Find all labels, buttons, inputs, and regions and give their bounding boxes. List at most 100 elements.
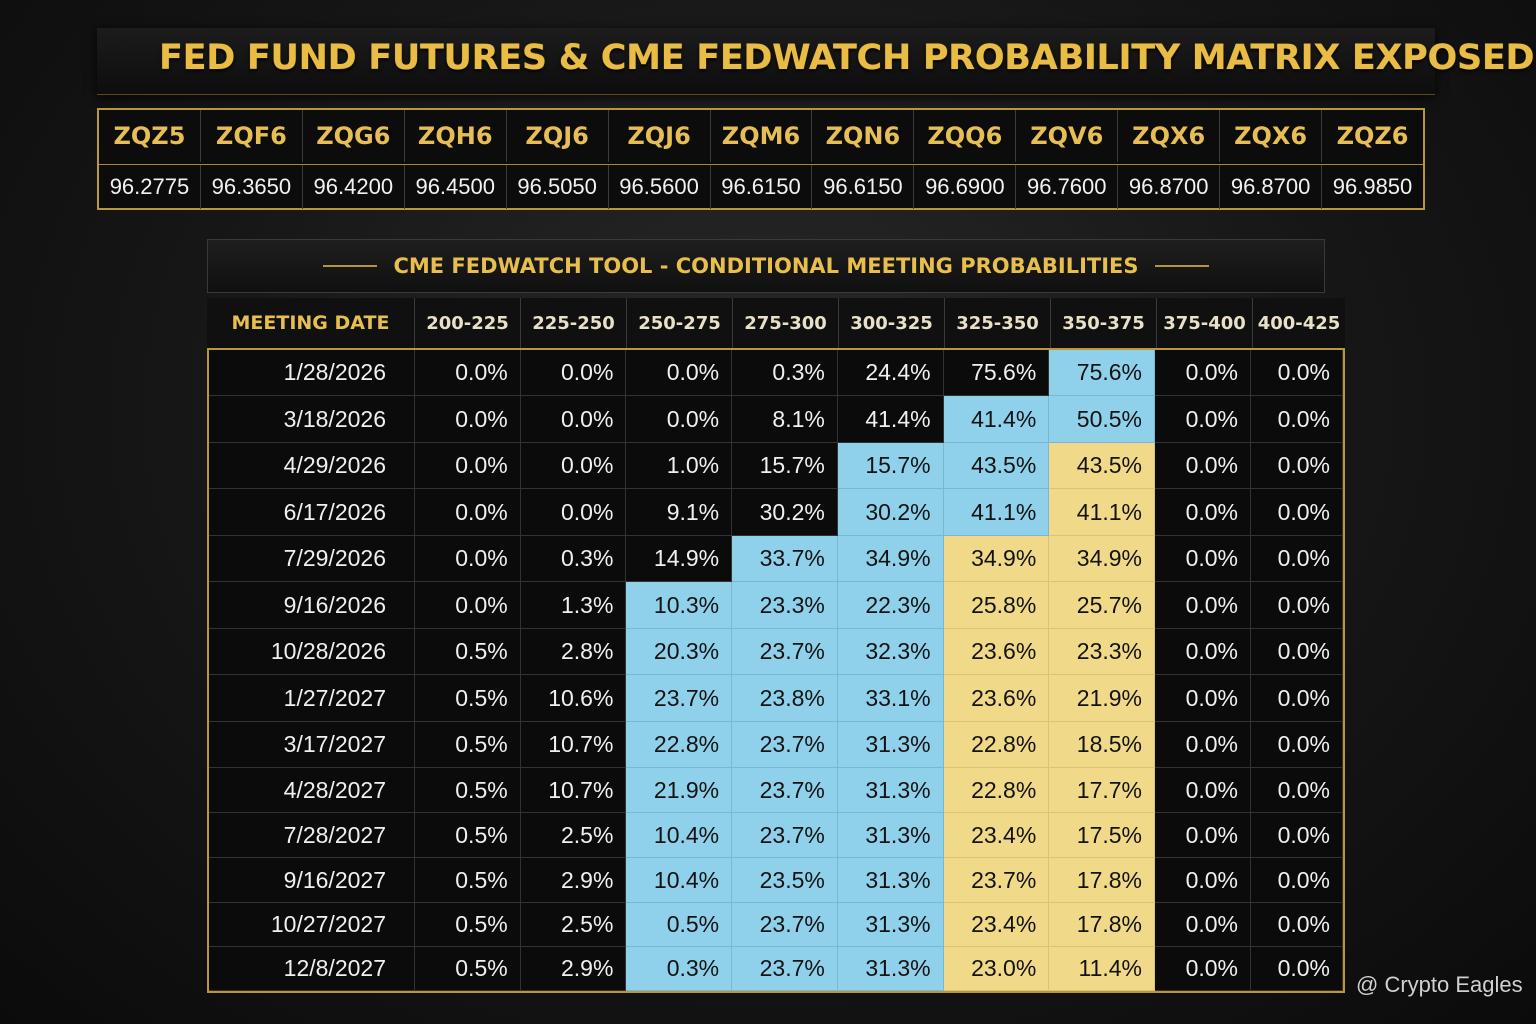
probability-cell: 10.3% [626,582,733,629]
probability-cell: 23.5% [732,858,838,903]
probability-cell: 0.0% [1155,489,1251,536]
meeting-date-cell: 9/16/2026 [209,582,415,629]
probability-cell: 31.3% [837,947,944,991]
meeting-date-cell: 12/8/2027 [209,947,415,991]
probability-cell: 31.3% [837,768,944,813]
futures-contract-label: ZQN6 [812,110,915,162]
probability-cell: 17.8% [1049,903,1155,947]
probability-cell: 0.0% [1251,629,1343,675]
probability-cell: 0.0% [520,489,627,536]
futures-price-value: 96.8700 [1118,165,1221,209]
probability-cell: 0.0% [1251,350,1343,396]
probability-cell: 23.8% [732,675,838,722]
probability-cell: 15.7% [837,443,944,489]
probability-cell: 22.8% [626,722,733,768]
probability-cell: 75.6% [943,350,1050,396]
probability-cell: 34.9% [1049,536,1155,582]
probability-cell: 21.9% [626,768,733,813]
probability-cell: 0.3% [626,947,733,991]
probability-cell: 0.5% [415,858,521,903]
probability-cell: 0.0% [1251,903,1343,947]
probability-cell: 0.5% [415,768,521,813]
probability-cell: 0.0% [1155,903,1251,947]
probability-cell: 0.0% [520,396,627,443]
futures-price-value: 96.5050 [507,165,609,209]
futures-contract-label: ZQZ6 [1336,122,1409,150]
rate-range-header: 350-375 [1051,298,1157,348]
probability-cell: 0.0% [520,350,627,396]
probability-cell: 20.3% [626,629,733,675]
rate-range-header: 225-250 [521,298,627,348]
futures-contract-label: ZQH6 [405,110,507,162]
futures-price-value: 96.3650 [201,165,303,209]
probability-cell: 23.7% [626,675,733,722]
meeting-date-cell: 10/28/2026 [209,629,415,675]
probability-cell: 0.0% [1251,489,1343,536]
probability-cell: 23.6% [943,629,1050,675]
probability-cell: 0.0% [415,582,521,629]
probability-cell: 41.1% [1049,489,1155,536]
probability-cell: 0.0% [1155,396,1251,443]
probability-cell: 23.7% [732,947,838,991]
probability-cell: 0.0% [415,536,521,582]
futures-contract-label: ZQJ6 [609,110,711,162]
probability-cell: 0.0% [1251,768,1343,813]
rate-range-header: 275-300 [733,298,839,348]
probability-cell: 0.0% [1251,722,1343,768]
probability-cell: 0.3% [520,536,627,582]
probability-cell: 30.2% [837,489,944,536]
subtitle-divider-right [1154,265,1209,267]
futures-price-value: 96.2775 [99,165,201,209]
futures-contract-label: ZQV6 [1016,110,1119,162]
probability-cell: 0.5% [415,722,521,768]
probability-cell: 18.5% [1049,722,1155,768]
probability-cell: 23.4% [943,903,1050,947]
probability-cell: 2.8% [520,629,627,675]
probability-cell: 31.3% [837,903,944,947]
probability-cell: 25.8% [943,582,1050,629]
probability-cell: 0.5% [415,675,521,722]
probability-cell: 0.5% [415,947,521,991]
rate-range-header: 375-400 [1157,298,1253,348]
probability-cell: 10.7% [520,768,627,813]
meeting-date-cell: 4/29/2026 [209,443,415,489]
probability-cell: 50.5% [1049,396,1155,443]
probability-cell: 15.7% [732,443,838,489]
probability-cell: 1.3% [520,582,627,629]
probability-cell: 34.9% [837,536,944,582]
meeting-date-cell: 3/17/2027 [209,722,415,768]
probability-cell: 17.7% [1049,768,1155,813]
futures-price-value: 96.4200 [303,165,405,209]
meeting-date-cell: 7/29/2026 [209,536,415,582]
futures-contract-label: ZQF6 [201,110,303,162]
probability-cell: 0.0% [1155,536,1251,582]
meeting-date-cell: 1/27/2027 [209,675,415,722]
probability-cell: 0.0% [1155,443,1251,489]
probability-cell: 8.1% [732,396,838,443]
probability-cell: 0.0% [1155,722,1251,768]
probability-cell: 23.7% [732,629,838,675]
probability-cell: 0.5% [626,903,733,947]
probability-cell: 0.0% [626,396,733,443]
futures-price-value: 96.9850 [1332,174,1413,199]
probability-cell: 0.3% [732,350,838,396]
probability-cell: 0.0% [1251,947,1343,991]
probability-cell: 0.0% [1251,813,1343,858]
probability-cell: 0.0% [1251,396,1343,443]
probability-cell: 43.5% [1049,443,1155,489]
futures-price-value: 96.6900 [914,165,1017,209]
probability-cell: 23.7% [943,858,1050,903]
probability-cell: 0.5% [415,903,521,947]
probability-cell: 0.0% [1251,675,1343,722]
probability-cell: 9.1% [626,489,733,536]
probability-cell: 0.0% [1155,350,1251,396]
meeting-date-cell: 7/28/2027 [209,813,415,858]
futures-price-value: 96.6150 [812,165,915,209]
probability-cell: 23.4% [943,813,1050,858]
fedwatch-subtitle: CME FEDWATCH TOOL - CONDITIONAL MEETING … [393,254,1139,278]
futures-price-value: 96.7600 [1016,165,1119,209]
probability-grid: 1/28/2026 0.0% 0.0% 0.0% 0.3% 24.4% 75.6% 75.6%… [209,350,1343,991]
probability-cell: 17.5% [1049,813,1155,858]
meeting-date-cell: 3/18/2026 [209,396,415,443]
probability-cell: 23.3% [1049,629,1155,675]
